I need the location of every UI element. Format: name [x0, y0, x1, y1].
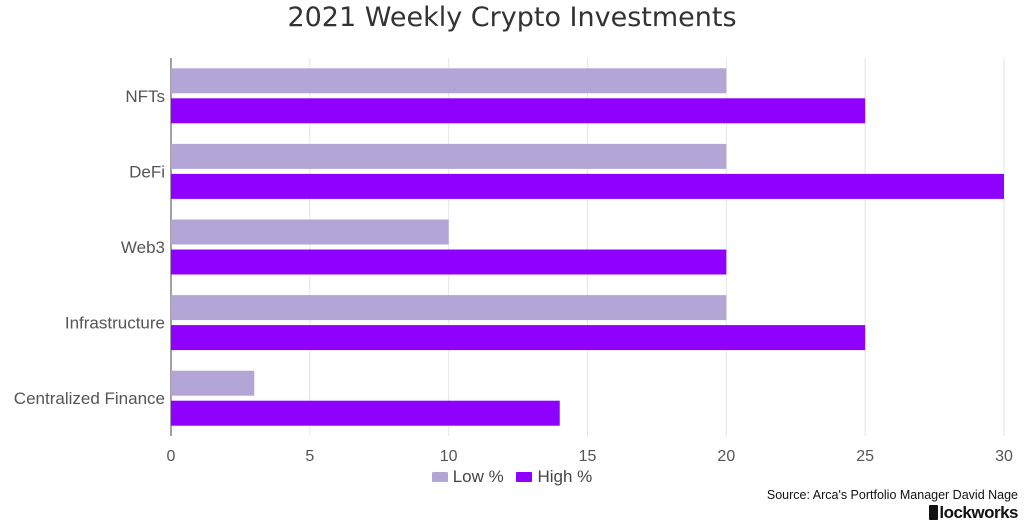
x-tick-label: 30 [995, 448, 1013, 465]
category-labels: NFTs DeFi Web3 Infrastructure Centralized Fi… [14, 87, 165, 408]
x-tick-label: 20 [717, 448, 735, 465]
category-label: Infrastructure [65, 314, 165, 333]
bar-infrastructure-high[interactable] [171, 325, 866, 351]
legend-swatch-high [516, 472, 533, 482]
x-tick-label: 0 [167, 448, 176, 465]
bars [171, 68, 1004, 426]
category-label: NFTs [125, 87, 165, 106]
bar-defi-low[interactable] [171, 143, 727, 169]
legend-item-low[interactable]: Low % [431, 467, 504, 487]
x-tick-labels: 0 5 10 15 20 25 30 [167, 448, 1013, 465]
x-tick-label: 15 [579, 448, 597, 465]
legend-label-high: High % [537, 467, 593, 486]
bar-chart: NFTs DeFi Web3 Infrastructure Centralized Fi… [14, 58, 1013, 465]
bar-infrastructure-low[interactable] [171, 295, 727, 321]
x-tick-label: 5 [305, 448, 314, 465]
x-tick-label: 25 [856, 448, 874, 465]
category-label: DeFi [129, 162, 165, 181]
brand-mark-icon [929, 505, 939, 520]
legend-item-high[interactable]: High % [516, 467, 592, 487]
bar-web3-low[interactable] [171, 219, 449, 245]
bar-nfts-low[interactable] [171, 68, 727, 94]
source-note: Source: Arca's Portfolio Manager David N… [766, 488, 1018, 502]
category-label: Centralized Finance [14, 389, 165, 408]
category-label: Web3 [121, 238, 165, 257]
bar-defi-high[interactable] [171, 173, 1004, 199]
bar-nfts-high[interactable] [171, 98, 866, 124]
legend: Low % High % [0, 467, 1024, 487]
bar-web3-high[interactable] [171, 249, 727, 275]
chart-title: 2021 Weekly Crypto Investments [287, 2, 737, 33]
brand-text: lockworks [939, 503, 1018, 522]
legend-swatch-low [431, 472, 448, 482]
legend-label-low: Low % [452, 467, 504, 486]
brand-logo: lockworks [929, 503, 1018, 523]
x-tick-label: 10 [440, 448, 458, 465]
bar-centralized-finance-low[interactable] [171, 370, 255, 396]
bar-centralized-finance-high[interactable] [171, 400, 560, 426]
